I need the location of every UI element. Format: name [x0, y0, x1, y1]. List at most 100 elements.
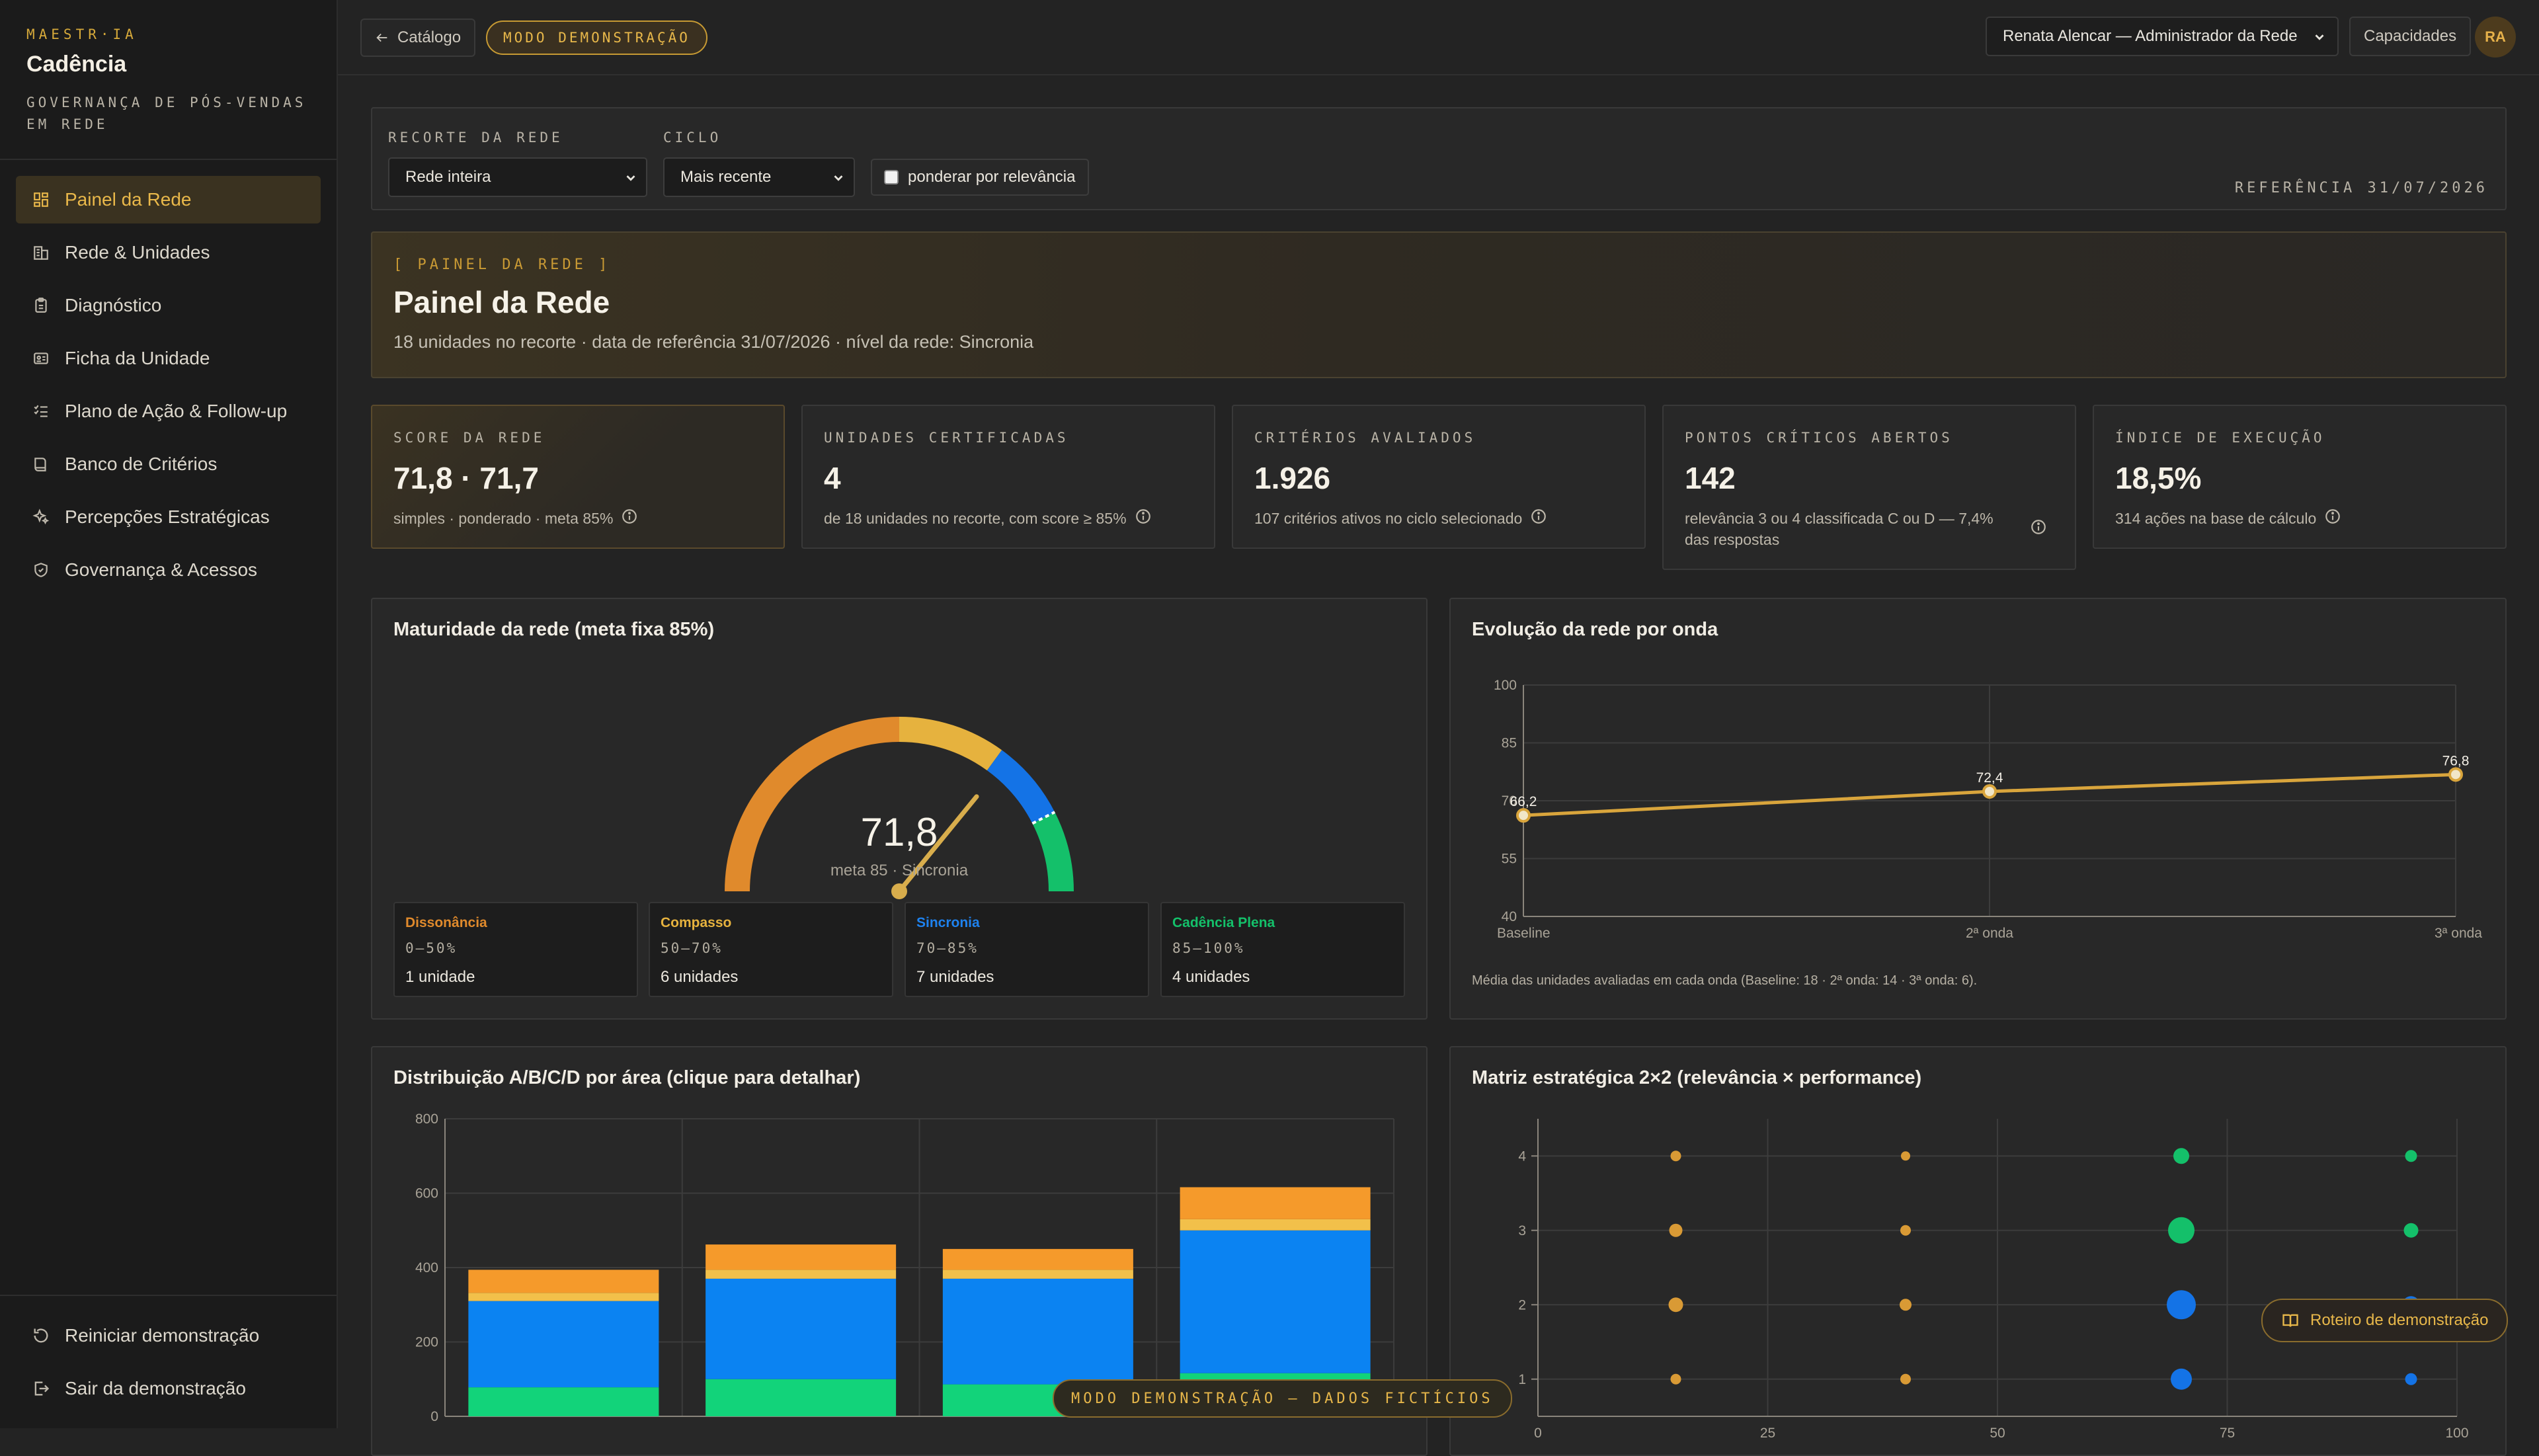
strategic-matrix-panel: Matriz estratégica 2×2 (relevância × per… — [1449, 1046, 2507, 1456]
nav-item-governanca[interactable]: Governança & Acessos — [16, 546, 321, 594]
demo-guide-label: Roteiro de demonstração — [2310, 1311, 2489, 1329]
scatter-point — [2403, 1223, 2419, 1238]
weight-by-relevance-checkbox[interactable]: ponderar por relevância — [871, 159, 1089, 196]
kpi-desc: relevância 3 ou 4 classificada C ou D — … — [1685, 510, 1994, 548]
sidebar-divider — [0, 159, 337, 160]
gauge-needle — [897, 794, 979, 894]
bar-segment — [705, 1244, 897, 1270]
y-tick-label: 400 — [415, 1260, 438, 1275]
band-name: Dissonância — [405, 915, 487, 930]
shield-icon — [32, 561, 50, 579]
nav-item-ficha[interactable]: Ficha da Unidade — [16, 335, 321, 382]
panel-title: Evolução da rede por onda — [1472, 619, 1718, 640]
cycle-select[interactable]: Mais recente — [663, 157, 855, 197]
nav-label: Plano de Ação & Follow-up — [65, 401, 288, 421]
kpi-label: ÍNDICE DE EXECUÇÃO — [2115, 430, 2325, 446]
band-sincronia[interactable]: Sincronia 70–85% 7 unidades — [905, 902, 1149, 997]
demo-mode-badge: MODO DEMONSTRAÇÃO — [486, 20, 707, 55]
checkbox-box[interactable] — [884, 170, 899, 184]
sidebar: MAESTR·IA Cadência GOVERNANÇA DE PÓS-VEN… — [0, 0, 338, 1428]
bar-segment — [942, 1248, 1133, 1270]
scatter-point — [1900, 1299, 1912, 1311]
data-point — [2448, 767, 2463, 782]
band-cadencia-plena[interactable]: Cadência Plena 85–100% 4 unidades — [1160, 902, 1405, 997]
checklist-icon — [32, 402, 50, 421]
chevron-down-icon — [2312, 30, 2327, 44]
scope-select[interactable]: Rede inteira — [388, 157, 647, 197]
y-tick-label: 200 — [415, 1335, 438, 1350]
gauge-band-arc — [899, 717, 1002, 771]
y-tick-label: 1 — [1518, 1372, 1526, 1387]
band-range: 50–70% — [661, 940, 723, 956]
y-tick-label: 600 — [415, 1186, 438, 1201]
data-label: 72,4 — [1976, 770, 2003, 786]
open-book-icon — [2281, 1311, 2300, 1330]
nav-item-plano[interactable]: Plano de Ação & Follow-up — [16, 387, 321, 435]
sparkles-icon — [32, 508, 50, 526]
band-compasso[interactable]: Compasso 50–70% 6 unidades — [649, 902, 893, 997]
avatar[interactable]: RA — [2475, 17, 2516, 58]
panel-title: Maturidade da rede (meta fixa 85%) — [393, 619, 715, 640]
scatter-point — [2405, 1150, 2417, 1162]
gauge-band-arc — [725, 717, 900, 892]
bar-segment — [468, 1387, 659, 1416]
exit-demo-button[interactable]: Sair da demonstração — [32, 1369, 259, 1408]
data-point — [1516, 808, 1531, 823]
kpi-value: 71,8 · 71,7 — [393, 461, 539, 495]
nav-label: Percepções Estratégicas — [65, 506, 270, 527]
band-count: 7 unidades — [916, 968, 994, 986]
band-range: 0–50% — [405, 940, 458, 956]
nav-item-banco[interactable]: Banco de Critérios — [16, 440, 321, 488]
buildings-icon — [32, 243, 50, 262]
user-role-value: Renata Alencar — Administrador da Rede — [2003, 27, 2298, 45]
kpi-critical-points: PONTOS CRÍTICOS ABERTOS 142 relevância 3… — [1662, 405, 2076, 570]
abcd-bar-chart[interactable]: 0 200 400 600 800 — [372, 1104, 1426, 1455]
app-name: Cadência — [26, 52, 127, 77]
bar-segment — [1180, 1219, 1371, 1231]
info-icon[interactable] — [1135, 508, 1152, 525]
y-tick-label: 3 — [1518, 1223, 1526, 1238]
page-header: [ PAINEL DA REDE ] Painel da Rede 18 uni… — [371, 231, 2507, 378]
topbar: Catálogo MODO DEMONSTRAÇÃO Renata Alenca… — [338, 0, 2539, 75]
restart-demo-button[interactable]: Reiniciar demonstração — [32, 1316, 259, 1355]
bar-segment — [942, 1278, 1133, 1385]
back-to-catalog-button[interactable]: Catálogo — [360, 19, 476, 57]
x-tick-label: 100 — [2445, 1426, 2468, 1441]
panel-title: Matriz estratégica 2×2 (relevância × per… — [1472, 1067, 1922, 1088]
bar-segment — [942, 1270, 1133, 1279]
nav-label: Banco de Critérios — [65, 454, 218, 474]
capabilities-button[interactable]: Capacidades — [2349, 17, 2472, 56]
scatter-point — [1670, 1373, 1681, 1385]
demo-guide-button[interactable]: Roteiro de demonstração — [2261, 1299, 2509, 1342]
nav-item-rede[interactable]: Rede & Unidades — [16, 229, 321, 276]
scatter-point — [1900, 1373, 1911, 1385]
clipboard-icon — [32, 296, 50, 315]
info-icon[interactable] — [2030, 518, 2047, 536]
x-tick-label: 75 — [2220, 1426, 2235, 1441]
demo-data-ribbon: MODO DEMONSTRAÇÃO — DADOS FICTÍCIOS — [1053, 1379, 1512, 1418]
maturity-gauge: 71,8 meta 85 · Sincronia — [725, 717, 1074, 899]
page-subtitle: 18 unidades no recorte · data de referên… — [393, 332, 1034, 352]
band-dissonancia[interactable]: Dissonância 0–50% 1 unidade — [393, 902, 638, 997]
kpi-desc: 314 ações na base de cálculo — [2115, 510, 2317, 527]
nav-item-diagnostico[interactable]: Diagnóstico — [16, 282, 321, 329]
scatter-point — [1900, 1225, 1911, 1236]
gauge-band-arc — [987, 750, 1055, 824]
nav-item-painel[interactable]: Painel da Rede — [16, 176, 321, 223]
scatter-point — [2171, 1368, 2192, 1390]
nav-label: Diagnóstico — [65, 295, 162, 315]
info-icon[interactable] — [2324, 508, 2341, 525]
info-icon[interactable] — [621, 508, 638, 525]
nav-label: Governança & Acessos — [65, 559, 258, 580]
band-count: 6 unidades — [661, 968, 739, 986]
y-tick-label: 800 — [415, 1112, 438, 1127]
x-tick-label: 50 — [1990, 1426, 2005, 1441]
nav-item-percepcoes[interactable]: Percepções Estratégicas — [16, 493, 321, 541]
x-tick-label: 3ª onda — [2435, 926, 2482, 941]
bar-segment — [468, 1270, 659, 1293]
restart-icon — [32, 1326, 52, 1345]
gauge-caption: meta 85 · Sincronia — [830, 862, 969, 879]
band-range: 70–85% — [916, 940, 979, 956]
user-role-select[interactable]: Renata Alencar — Administrador da Rede — [1986, 17, 2339, 56]
info-icon[interactable] — [1530, 508, 1547, 525]
